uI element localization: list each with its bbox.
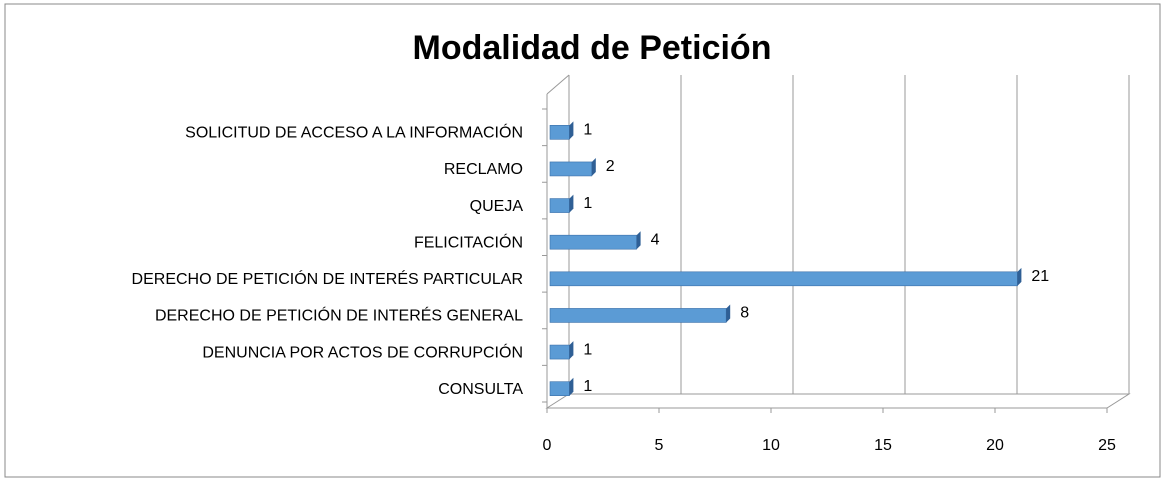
- y-axis-back: [546, 74, 570, 95]
- bar: [549, 308, 727, 323]
- value-label: 21: [1031, 268, 1049, 285]
- value-label: 1: [583, 378, 592, 395]
- y-tick-label: RECLAMO: [444, 161, 523, 178]
- x-tick-label: 5: [655, 437, 664, 454]
- chart-title: Modalidad de Petición: [413, 29, 772, 67]
- bar: [549, 198, 570, 213]
- bar-side: [569, 194, 574, 213]
- bar: [549, 271, 1018, 287]
- value-label: 1: [583, 341, 592, 358]
- y-tick-label: SOLICITUD DE ACCESO A LA INFORMACIÓN: [185, 123, 523, 142]
- bar-side: [591, 157, 596, 176]
- x-tick-label: 0: [543, 437, 552, 454]
- value-label: 1: [583, 195, 592, 212]
- x-tick-label: 25: [1098, 437, 1116, 454]
- y-tick-label: QUEJA: [470, 198, 524, 215]
- bar: [549, 234, 637, 250]
- x-tick-label: 15: [874, 437, 892, 454]
- bar: [549, 344, 570, 360]
- x-tick-label: 10: [762, 437, 780, 454]
- bar: [549, 161, 593, 177]
- y-tick-label: DENUNCIA POR ACTOS DE CORRUPCIÓN: [202, 342, 523, 361]
- value-label: 4: [651, 231, 660, 248]
- bar-side: [726, 304, 731, 323]
- value-label: 1: [583, 122, 592, 139]
- value-label: 2: [606, 158, 615, 175]
- x-tick-label: 20: [986, 437, 1004, 454]
- y-tick-label: DERECHO DE PETICIÓN DE INTERÉS PARTICULA…: [132, 269, 523, 288]
- bar-side: [569, 377, 574, 396]
- y-tick-label: FELICITACIÓN: [414, 232, 523, 251]
- y-tick-label: CONSULTA: [438, 381, 523, 398]
- y-tick-label: DERECHO DE PETICIÓN DE INTERÉS GENERAL: [155, 306, 523, 325]
- bar: [549, 381, 570, 396]
- bar-side: [569, 341, 574, 360]
- bar: [549, 125, 570, 140]
- bar-side: [1017, 267, 1022, 286]
- value-label: 8: [740, 305, 749, 322]
- bar-side: [636, 231, 641, 250]
- bar-side: [569, 121, 574, 140]
